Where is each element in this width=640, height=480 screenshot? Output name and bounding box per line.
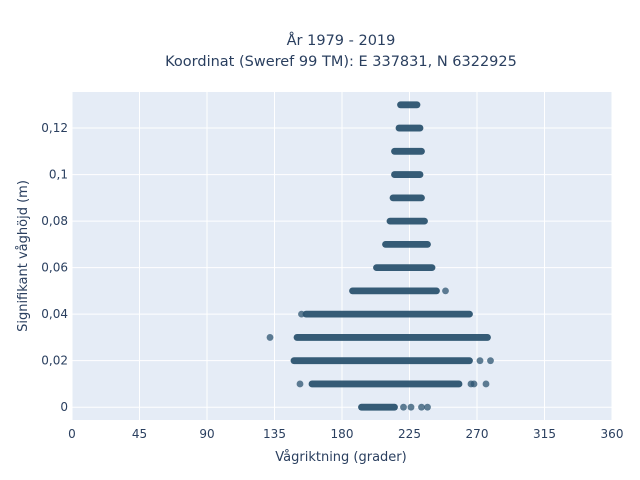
- y-tick-label: 0: [60, 400, 68, 414]
- chart-title-line1: År 1979 - 2019: [287, 32, 396, 49]
- data-point: [470, 380, 478, 388]
- x-axis-title: Vågriktning (grader): [275, 450, 406, 465]
- data-point: [407, 403, 415, 411]
- y-tick-label: 0,04: [41, 307, 68, 321]
- data-point: [266, 334, 274, 341]
- chart-title-line2: Koordinat (Sweref 99 TM): E 337831, N 63…: [165, 54, 517, 70]
- data-point: [442, 287, 449, 295]
- data-point: [298, 310, 305, 318]
- x-tick-label: 45: [132, 427, 147, 441]
- data-point: [487, 357, 494, 365]
- x-tick-label: 90: [199, 427, 214, 441]
- data-point: [296, 380, 304, 388]
- data-point: [418, 403, 425, 411]
- y-tick-label: 0,02: [41, 354, 68, 368]
- data-point: [482, 380, 490, 388]
- y-tick-label: 0,1: [49, 168, 68, 182]
- y-axis-title: Signifikant våghöjd (m): [16, 180, 31, 332]
- data-points: [266, 101, 494, 411]
- data-point: [424, 403, 431, 411]
- data-point: [400, 403, 407, 411]
- y-tick-label: 0,06: [41, 261, 68, 275]
- x-tick-label: 360: [601, 427, 624, 441]
- x-tick-label: 225: [398, 427, 421, 441]
- x-tick-label: 315: [533, 427, 556, 441]
- tick-labels: 0 45 90 135 180 225 270 315 360 0 0,02 0,04 0,06 0,08…: [41, 121, 623, 441]
- y-tick-label: 0,08: [41, 214, 68, 228]
- y-tick-label: 0,12: [41, 121, 68, 135]
- x-tick-label: 135: [263, 427, 286, 441]
- x-tick-label: 180: [331, 427, 354, 441]
- x-tick-label: 0: [68, 427, 76, 441]
- data-point: [476, 357, 484, 365]
- x-tick-label: 270: [466, 427, 489, 441]
